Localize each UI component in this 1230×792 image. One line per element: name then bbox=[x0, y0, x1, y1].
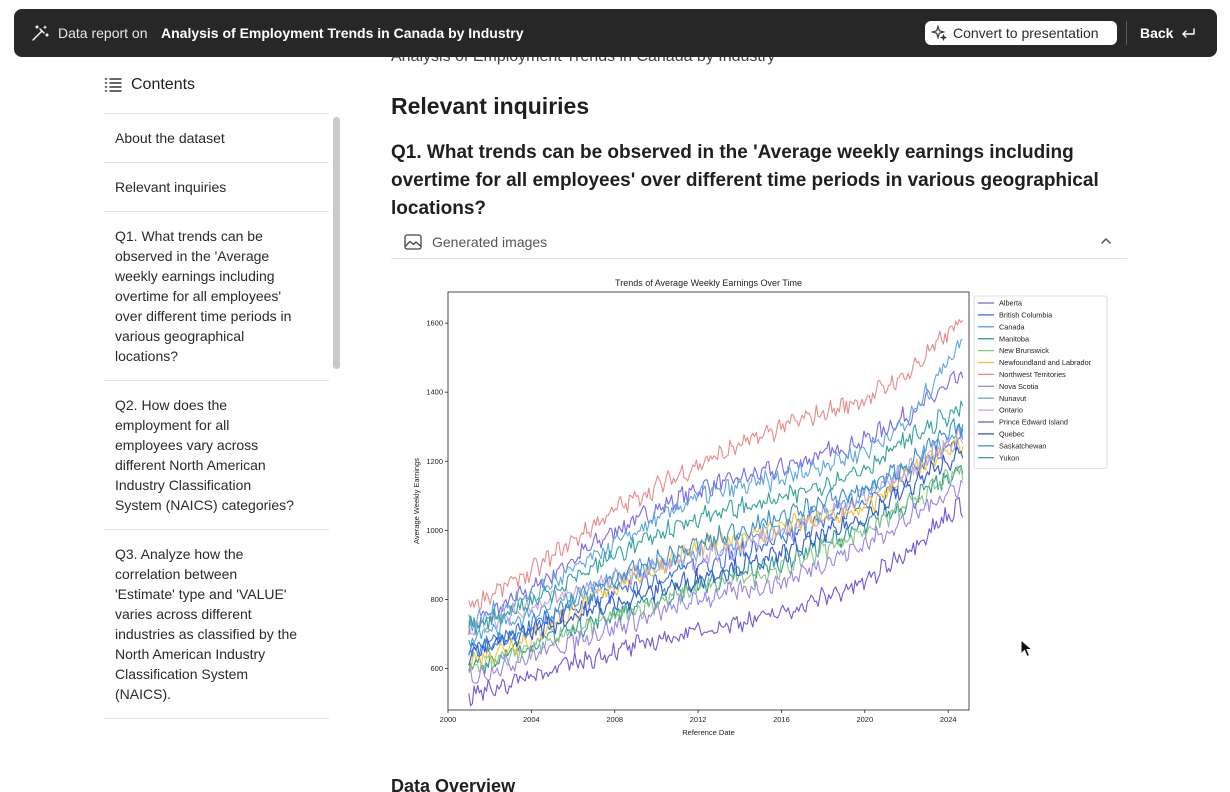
data-overview-heading: Data Overview bbox=[391, 776, 516, 792]
generated-images-toggle[interactable]: Generated images bbox=[391, 226, 1127, 259]
convert-button-label: Convert to presentation bbox=[953, 25, 1099, 41]
image-icon bbox=[404, 234, 422, 250]
legend-label: Canada bbox=[999, 322, 1026, 331]
x-axis-label: Reference Date bbox=[682, 728, 735, 737]
x-tick-label: 2004 bbox=[523, 715, 540, 724]
report-title: Analysis of Employment Trends in Canada … bbox=[161, 25, 524, 41]
legend-label: New Brunswick bbox=[999, 346, 1049, 355]
report-header-bar: Data report on Analysis of Employment Tr… bbox=[14, 9, 1217, 57]
toc-item-q3[interactable]: Q3. Analyze how the correlation between … bbox=[104, 530, 329, 719]
series-line-yukon bbox=[468, 400, 964, 636]
x-tick-label: 2008 bbox=[606, 715, 623, 724]
earnings-chart: Trends of Average Weekly Earnings Over T… bbox=[401, 273, 1123, 743]
legend-label: Quebec bbox=[999, 430, 1025, 439]
toc-item-q1[interactable]: Q1. What trends can be observed in the '… bbox=[104, 212, 329, 381]
toc-item-about-dataset[interactable]: About the dataset bbox=[104, 114, 329, 163]
legend-label: Northwest Territories bbox=[999, 370, 1066, 379]
x-tick-label: 2016 bbox=[773, 715, 790, 724]
toc-item-q2[interactable]: Q2. How does the employment for all empl… bbox=[104, 381, 329, 530]
plot-frame bbox=[447, 291, 970, 711]
back-button-label: Back bbox=[1140, 25, 1174, 41]
series-line-ontario bbox=[468, 429, 964, 636]
toc-item-label: Q3. Analyze how the correlation between … bbox=[115, 546, 298, 702]
legend-label: Saskatchewan bbox=[999, 441, 1046, 450]
y-tick-label: 1600 bbox=[426, 319, 443, 328]
y-tick-label: 1200 bbox=[426, 457, 443, 466]
x-tick-label: 2000 bbox=[440, 715, 457, 724]
legend-label: Nunavut bbox=[999, 394, 1026, 403]
chevron-up-icon bbox=[1101, 238, 1111, 244]
convert-to-presentation-button[interactable]: Convert to presentation bbox=[925, 21, 1117, 45]
legend-label: Alberta bbox=[999, 299, 1023, 308]
toc-item-relevant-inquiries[interactable]: Relevant inquiries bbox=[104, 163, 329, 212]
x-tick-label: 2012 bbox=[690, 715, 707, 724]
legend-label: British Columbia bbox=[999, 311, 1053, 320]
back-button[interactable]: Back bbox=[1140, 23, 1196, 43]
x-tick-label: 2020 bbox=[856, 715, 873, 724]
toc-item-label: Relevant inquiries bbox=[115, 179, 227, 195]
contents-header-label: Contents bbox=[131, 76, 196, 93]
generated-images-label: Generated images bbox=[432, 234, 548, 250]
series-line-northwest-territories bbox=[468, 319, 964, 611]
series-line-new-brunswick bbox=[468, 465, 964, 673]
series-line-prince-edward-island bbox=[468, 496, 964, 707]
return-arrow-icon bbox=[1182, 27, 1196, 38]
series-line-quebec bbox=[468, 446, 964, 666]
toc-item-label: About the dataset bbox=[115, 130, 225, 146]
header-lead-text: Data report on bbox=[58, 25, 148, 41]
toc-list: About the dataset Relevant inquiries Q1.… bbox=[104, 113, 329, 719]
question-heading: Q1. What trends can be observed in the '… bbox=[391, 142, 1099, 219]
series-line-nunavut bbox=[468, 339, 963, 632]
mouse-cursor-icon bbox=[1020, 639, 1034, 658]
header-divider bbox=[1126, 21, 1127, 45]
legend-label: Ontario bbox=[999, 406, 1023, 415]
line-chart: Trends of Average Weekly Earnings Over T… bbox=[401, 273, 1123, 743]
series-line-alberta bbox=[468, 370, 964, 635]
contents-header: Contents bbox=[104, 74, 195, 96]
x-tick-label: 2024 bbox=[940, 715, 957, 724]
chart-title: Trends of Average Weekly Earnings Over T… bbox=[615, 278, 802, 288]
section-heading: Relevant inquiries bbox=[391, 93, 590, 119]
magic-wand-icon bbox=[32, 25, 49, 41]
series-line-nova-scotia bbox=[468, 479, 964, 685]
toc-item-label: Q2. How does the employment for all empl… bbox=[115, 397, 294, 513]
sidebar-scrollbar[interactable] bbox=[333, 117, 340, 369]
legend-label: Newfoundland and Labrador bbox=[999, 358, 1092, 367]
table-of-contents-sidebar: Contents About the dataset Relevant inqu… bbox=[104, 62, 344, 792]
y-tick-label: 1400 bbox=[426, 388, 443, 397]
series-line-saskatchewan bbox=[468, 418, 964, 657]
legend-label: Prince Edward Island bbox=[999, 418, 1068, 427]
toc-item-label: Q1. What trends can be observed in the '… bbox=[115, 228, 292, 364]
legend-label: Manitoba bbox=[999, 334, 1030, 343]
sparkle-icon bbox=[931, 25, 947, 41]
legend-label: Yukon bbox=[999, 453, 1019, 462]
y-tick-label: 800 bbox=[430, 595, 443, 604]
y-tick-label: 600 bbox=[430, 664, 443, 673]
y-tick-label: 1000 bbox=[426, 526, 443, 535]
legend-box bbox=[973, 295, 1108, 470]
list-icon bbox=[104, 78, 122, 92]
y-axis-label: Average Weekly Earnings bbox=[412, 458, 421, 544]
legend-label: Nova Scotia bbox=[999, 382, 1039, 391]
